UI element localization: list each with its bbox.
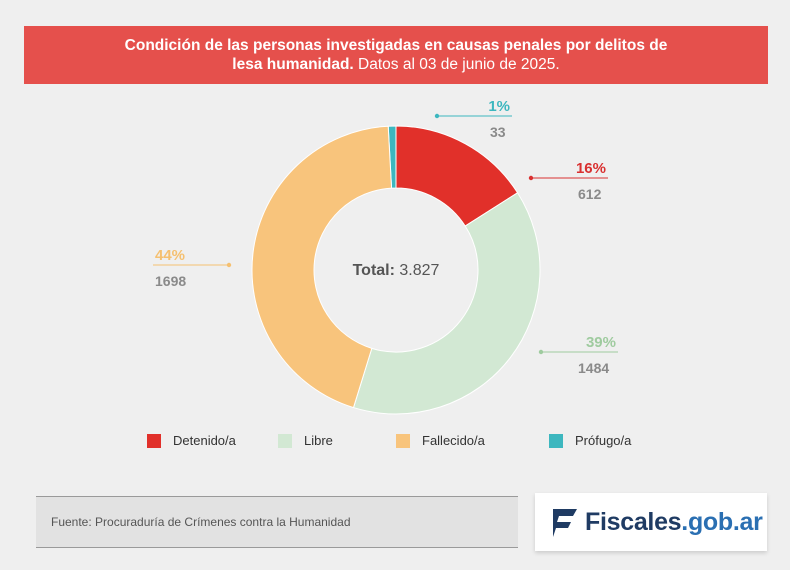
value-label-prfugoa: 33 [490, 124, 506, 140]
legend-label-prfugoa: Prófugo/a [575, 433, 632, 448]
callout-dot-libre [538, 349, 544, 355]
legend-swatch-fallecidoa [396, 433, 410, 448]
donut-slice-libre [352, 192, 541, 415]
legend-label-libre: Libre [304, 433, 333, 448]
callout-dot-prfugoa [434, 113, 440, 119]
center-total-caption: Total: [353, 262, 395, 279]
percent-label-fallecidoa: 44% [155, 247, 185, 264]
chart-subtitle-date: Datos al 03 de junio de 2025. [353, 56, 560, 73]
legend-item-fallecidoa: Fallecido/a [396, 433, 485, 448]
legend-item-prfugoa: Prófugo/a [549, 433, 631, 448]
source-note: Fuente: Procuraduría de Crímenes contra … [36, 496, 518, 548]
legend-swatch-prfugoa [549, 433, 563, 448]
legend-item-detenidoa: Detenido/a [147, 433, 236, 448]
chart-legend: Detenido/a Libre Fallecido/a Prófugo/a [0, 433, 790, 453]
legend-swatch-detenidoa [147, 433, 161, 448]
value-label-detenidoa: 612 [578, 186, 602, 202]
legend-label-detenidoa: Detenido/a [173, 433, 236, 448]
chart-title-line1: Condición de las personas investigadas e… [124, 37, 668, 54]
percent-label-prfugoa: 1% [488, 98, 510, 115]
value-label-fallecidoa: 1698 [155, 273, 186, 289]
legend-label-fallecidoa: Fallecido/a [422, 433, 485, 448]
callout-dot-detenidoa [528, 175, 534, 181]
callout-dot-fallecidoa [226, 262, 232, 268]
chart-title-line2: lesa humanidad. [232, 56, 354, 73]
fiscales-logo: Fiscales.gob.ar [535, 493, 767, 551]
center-total-label: Total: 3.827 [353, 262, 440, 279]
logo-text-main: Fiscales [585, 507, 682, 536]
legend-item-libre: Libre [278, 433, 333, 448]
percent-label-detenidoa: 16% [576, 160, 606, 177]
logo-wordmark: Fiscales.gob.ar [585, 508, 763, 537]
donut-slice-fallecidoa [251, 125, 393, 409]
percent-label-libre: 39% [586, 334, 616, 351]
value-label-libre: 1484 [578, 360, 609, 376]
logo-text-domain: .gob.ar [681, 507, 763, 536]
donut-chart: Total: 3.827 1% 33 16% 612 39% 1484 44% 1698 [153, 98, 618, 415]
source-text: Fuente: Procuraduría de Crímenes contra … [51, 515, 351, 529]
legend-swatch-libre [278, 433, 292, 448]
chart-title-banner: Condición de las personas investigadas e… [24, 26, 768, 84]
flag-logo-icon [553, 509, 577, 537]
center-total-value: 3.827 [395, 262, 440, 279]
